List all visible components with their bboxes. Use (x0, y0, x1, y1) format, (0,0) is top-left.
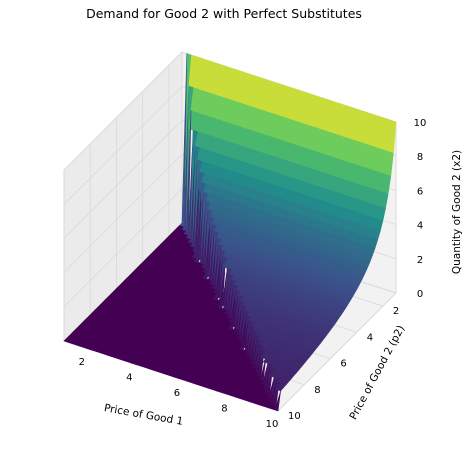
z-tick-label: 0 (417, 289, 423, 300)
chart-title: Demand for Good 2 with Perfect Substitut… (86, 6, 362, 21)
z-tick-label: 8 (417, 152, 423, 163)
z-tick-label: 4 (417, 221, 423, 232)
y-axis-label: Price of Good 2 (p2) (347, 323, 407, 421)
z-tick-label: 6 (417, 186, 423, 197)
x-tick-label: 2 (79, 357, 85, 368)
surface-patch (272, 390, 281, 412)
axis-ticks: 2 4 6 8 10 2 4 6 8 10 0 2 4 6 8 10 (79, 118, 427, 430)
z-tick-label: 10 (414, 118, 427, 129)
y-tick-label: 8 (314, 385, 320, 396)
x-tick-label: 6 (174, 388, 180, 399)
y-tick-label: 4 (367, 332, 373, 343)
z-axis-label: Quantity of Good 2 (x2) (451, 150, 463, 274)
x-tick-label: 8 (221, 403, 227, 414)
x-tick-label: 4 (126, 372, 132, 383)
x-axis-label: Price of Good 1 (103, 402, 184, 428)
y-tick-label: 6 (340, 359, 346, 370)
z-tick-label: 2 (417, 255, 423, 266)
demand-surface (63, 53, 397, 412)
x-tick-label: 10 (266, 419, 279, 430)
y-tick-label: 10 (288, 411, 301, 422)
y-tick-label: 2 (393, 306, 399, 317)
